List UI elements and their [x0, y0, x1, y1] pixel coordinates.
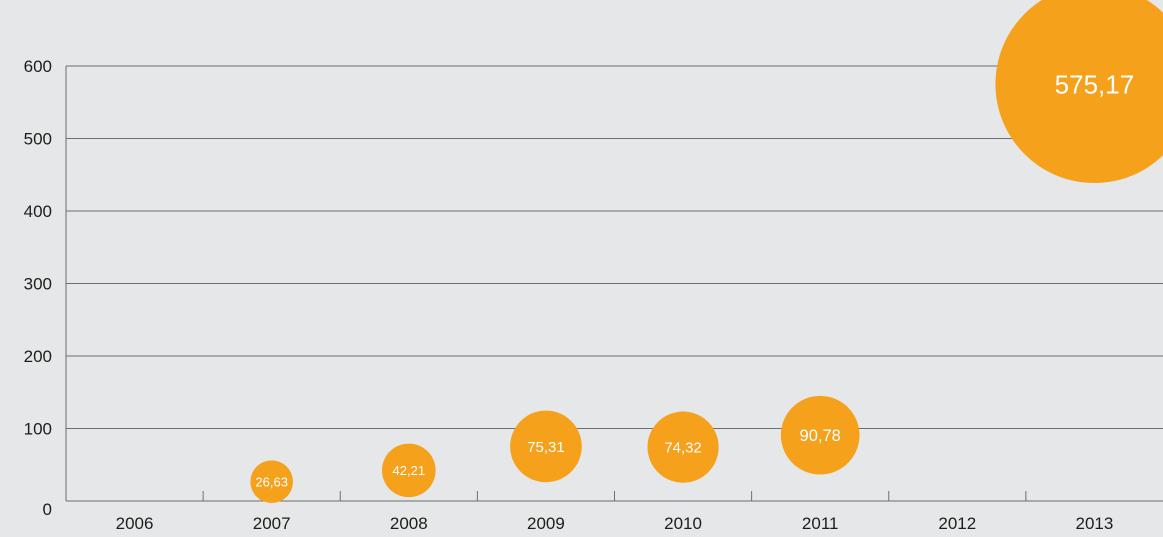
bubble-value-label: 75,31	[527, 439, 565, 456]
bubble-value-label: 74,32	[664, 439, 701, 456]
bubble-2010: 74,32	[647, 411, 719, 483]
x-tick-label: 2006	[116, 514, 154, 533]
y-tick-label: 300	[24, 275, 52, 294]
y-tick-label: 100	[24, 420, 52, 439]
y-tick-label: 400	[24, 202, 52, 221]
bubble-circle	[647, 411, 719, 483]
bubble-2011: 90,78	[780, 395, 860, 475]
x-tick-label: 2009	[527, 514, 565, 533]
bubble-2013: 575,17	[995, 0, 1163, 183]
x-tick-label: 2012	[938, 514, 976, 533]
bubble-2007: 26,63	[250, 460, 293, 503]
y-tick-label: 600	[24, 57, 52, 76]
bubble-circle	[250, 460, 293, 503]
x-tick-label: 2011	[802, 514, 839, 533]
x-tick-label: 2007	[253, 514, 291, 533]
bubble-circle	[995, 0, 1163, 183]
bubbles: 26,63 42,21 75,31 74,32 90,78 575,17	[250, 0, 1163, 503]
bubble-circle	[510, 410, 582, 483]
grid-lines	[66, 65, 1163, 429]
bubble-value-label: 42,21	[393, 463, 426, 478]
x-tick-label: 2013	[1076, 514, 1114, 533]
x-tick-label: 2010	[664, 514, 702, 533]
axes	[65, 66, 1163, 502]
bubble-2009: 75,31	[510, 410, 582, 483]
bubble-value-label: 575,17	[1055, 69, 1135, 99]
bubble-value-label: 26,63	[255, 474, 288, 489]
y-axis-tick-labels: 0 100 200 300 400 500 600	[24, 57, 52, 519]
bubble-circle	[780, 395, 860, 475]
y-tick-label: 0	[43, 500, 52, 519]
y-tick-label: 500	[24, 130, 52, 149]
bubble-2008: 42,21	[381, 443, 436, 498]
bubble-circle	[381, 443, 436, 498]
bubble-value-label: 90,78	[800, 427, 841, 445]
y-tick-label: 200	[24, 347, 52, 366]
x-axis-tick-labels: 2006 2007 2008 2009 2010 2011 2012 2013	[116, 514, 1114, 533]
x-tick-label: 2008	[390, 514, 428, 533]
